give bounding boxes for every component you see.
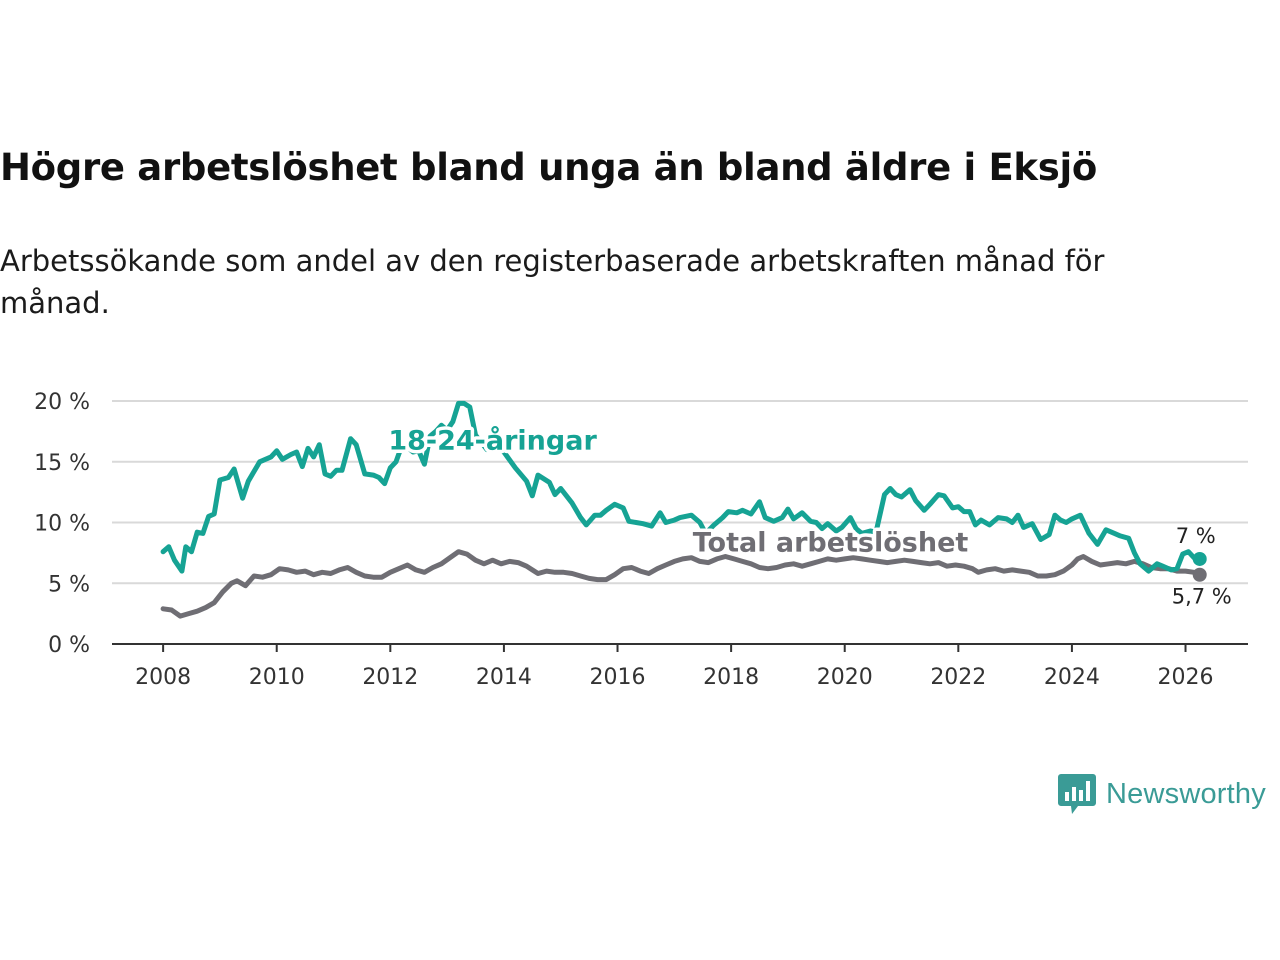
newsworthy-logo-icon [1058, 774, 1096, 814]
x-tick-label: 2018 [703, 665, 759, 690]
y-tick-label: 10 % [34, 512, 90, 537]
x-tick-label: 2026 [1158, 665, 1214, 690]
series-labels: 18-24-åringar Total arbetslöshet 7 % 5,7 % [385, 421, 1234, 611]
series-lines [160, 400, 1207, 619]
end-value-total: 5,7 % [1172, 585, 1232, 609]
y-axis-labels: 0 % 5 % 10 % 15 % 20 % [34, 390, 90, 658]
x-tick-label: 2014 [476, 665, 532, 690]
end-point-youth [1192, 551, 1207, 566]
series-line-total [160, 549, 1203, 619]
chart-subtitle: Arbetssökande som andel av den registerb… [0, 244, 1105, 320]
x-axis: 2008 2010 2012 2014 2016 2018 2020 2022 2024 2026 [112, 643, 1248, 690]
x-tick-label: 2012 [362, 665, 418, 690]
y-tick-label: 15 % [34, 451, 90, 476]
series-line-youth [160, 400, 1203, 574]
series-label-youth: 18-24-åringar [388, 425, 597, 457]
x-tick-label: 2010 [249, 665, 305, 690]
x-tick-label: 2008 [135, 665, 191, 690]
y-tick-label: 0 % [48, 633, 90, 658]
newsworthy-brand[interactable]: Newsworthy [1058, 772, 1266, 816]
line-chart: 0 %5 %10 %15 %20 % 2008 2010 2012 2014 2016 2… [34, 390, 1248, 690]
series-label-total: Total arbetslöshet [693, 528, 969, 559]
chart-title: Högre arbetslöshet bland unga än bland ä… [0, 146, 1097, 189]
y-tick-label: 5 % [48, 572, 90, 597]
x-tick-label: 2020 [817, 665, 873, 690]
x-tick-label: 2022 [930, 665, 986, 690]
brand-name: Newsworthy [1106, 777, 1266, 810]
y-tick-label: 20 % [34, 390, 90, 415]
x-tick-label: 2016 [590, 665, 646, 690]
x-tick-label: 2024 [1044, 665, 1100, 690]
end-point-total [1192, 567, 1207, 582]
end-value-youth: 7 % [1176, 524, 1216, 548]
grid-lines [112, 400, 1248, 585]
